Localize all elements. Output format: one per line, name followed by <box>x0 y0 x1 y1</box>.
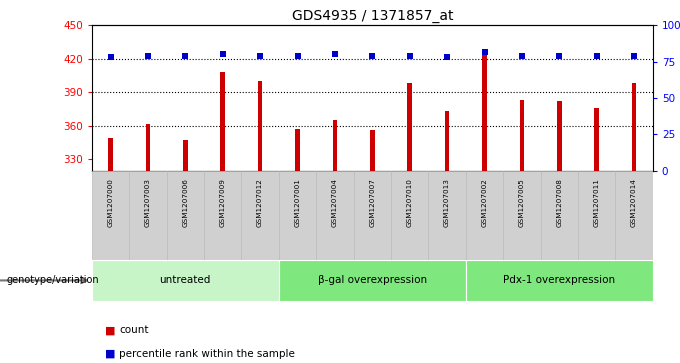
Bar <box>167 171 204 260</box>
Text: GSM1207008: GSM1207008 <box>556 178 562 227</box>
Bar <box>354 171 391 260</box>
Bar <box>333 121 337 171</box>
Bar <box>204 171 241 260</box>
Point <box>554 53 564 59</box>
Bar <box>466 171 503 260</box>
Point <box>254 53 265 59</box>
Text: ■: ■ <box>105 325 116 335</box>
Bar <box>615 171 653 260</box>
Bar <box>391 171 428 260</box>
Text: GSM1207010: GSM1207010 <box>407 178 413 227</box>
Bar <box>92 260 279 301</box>
Text: GSM1207013: GSM1207013 <box>444 178 450 227</box>
Text: GSM1207001: GSM1207001 <box>294 178 301 227</box>
Bar <box>146 124 150 171</box>
Bar <box>316 171 354 260</box>
Bar <box>428 171 466 260</box>
Text: GSM1207009: GSM1207009 <box>220 178 226 227</box>
Point <box>217 52 228 57</box>
Bar <box>541 171 578 260</box>
Bar <box>258 81 262 171</box>
Point <box>628 53 639 59</box>
Text: GSM1207004: GSM1207004 <box>332 178 338 227</box>
Text: percentile rank within the sample: percentile rank within the sample <box>119 349 295 359</box>
Bar <box>370 130 375 171</box>
Bar <box>503 171 541 260</box>
Text: GSM1207014: GSM1207014 <box>631 178 637 227</box>
Bar <box>183 140 188 171</box>
Bar <box>129 171 167 260</box>
Bar <box>578 171 615 260</box>
Point <box>404 53 415 59</box>
Point <box>143 53 154 59</box>
Bar <box>92 171 129 260</box>
Text: GSM1207002: GSM1207002 <box>481 178 488 227</box>
Bar <box>445 111 449 171</box>
Text: GSM1207007: GSM1207007 <box>369 178 375 227</box>
Bar <box>466 260 653 301</box>
Text: count: count <box>119 325 148 335</box>
Bar <box>482 52 487 171</box>
Point <box>442 54 453 60</box>
Bar <box>632 83 636 171</box>
Text: GSM1207005: GSM1207005 <box>519 178 525 227</box>
Point <box>105 54 116 60</box>
Bar <box>557 101 562 171</box>
Point <box>517 53 528 59</box>
Point <box>592 53 602 59</box>
Point <box>292 53 303 59</box>
Bar <box>594 108 599 171</box>
Text: untreated: untreated <box>160 276 211 285</box>
Text: genotype/variation: genotype/variation <box>7 276 99 285</box>
Bar <box>108 138 113 171</box>
Point <box>367 53 378 59</box>
Point <box>180 53 190 59</box>
Point <box>479 49 490 54</box>
Bar <box>520 100 524 171</box>
Bar <box>241 171 279 260</box>
Title: GDS4935 / 1371857_at: GDS4935 / 1371857_at <box>292 9 453 23</box>
Text: ■: ■ <box>105 349 116 359</box>
Text: GSM1207003: GSM1207003 <box>145 178 151 227</box>
Text: GSM1207000: GSM1207000 <box>107 178 114 227</box>
Point <box>329 52 340 57</box>
Text: GSM1207012: GSM1207012 <box>257 178 263 227</box>
Text: β-gal overexpression: β-gal overexpression <box>318 276 427 285</box>
Bar <box>279 171 316 260</box>
Text: Pdx-1 overexpression: Pdx-1 overexpression <box>503 276 615 285</box>
Text: GSM1207011: GSM1207011 <box>594 178 600 227</box>
Bar <box>295 129 300 171</box>
Bar <box>407 83 412 171</box>
Text: GSM1207006: GSM1207006 <box>182 178 188 227</box>
Bar <box>279 260 466 301</box>
Bar <box>220 72 225 171</box>
